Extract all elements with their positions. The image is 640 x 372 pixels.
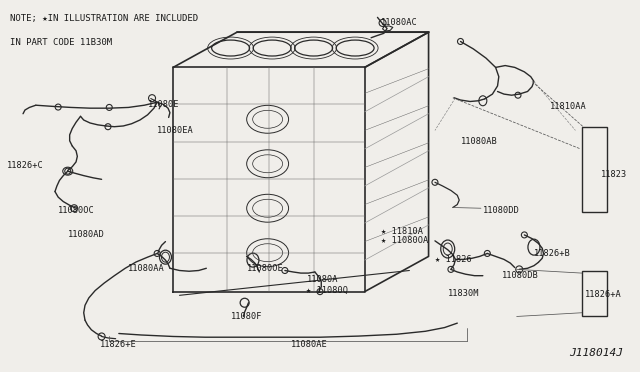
Text: ★ 11080Q: ★ 11080Q [306,286,348,295]
Text: NOTE; ★IN ILLUSTRATION ARE INCLUDED: NOTE; ★IN ILLUSTRATION ARE INCLUDED [10,14,198,23]
Text: 11080AC: 11080AC [381,19,417,28]
Bar [582,127,607,212]
Text: 11080DD: 11080DD [483,206,520,215]
Text: IN PART CODE 11B30M: IN PART CODE 11B30M [10,38,113,47]
Text: 11826+A: 11826+A [585,290,622,299]
Text: 11826+C: 11826+C [7,161,44,170]
Text: 11826+E: 11826+E [100,340,136,349]
Text: 11830M: 11830M [448,289,479,298]
Bar [582,271,607,317]
Text: 11810AA: 11810AA [550,102,587,111]
Text: 11080AD: 11080AD [68,230,104,240]
Text: 11080F: 11080F [230,312,262,321]
Text: ★ 11080OA: ★ 11080OA [381,236,428,246]
Text: ★ 11810A: ★ 11810A [381,227,422,236]
Text: 11080AE: 11080AE [291,340,328,349]
Text: 11080E: 11080E [148,100,179,109]
Text: 11080AB: 11080AB [461,137,497,146]
Text: 11080DB: 11080DB [502,271,539,280]
Text: ★ 11826: ★ 11826 [435,255,472,264]
Text: 11080EA: 11080EA [157,126,194,135]
Text: 11826+B: 11826+B [534,249,571,258]
Text: 11080OE: 11080OE [246,264,284,273]
Text: 11080AA: 11080AA [129,264,165,273]
Text: 11823: 11823 [601,170,627,179]
Text: J118014J: J118014J [570,348,623,358]
Text: 11080OC: 11080OC [58,206,95,215]
Text: 11080A: 11080A [307,275,339,284]
